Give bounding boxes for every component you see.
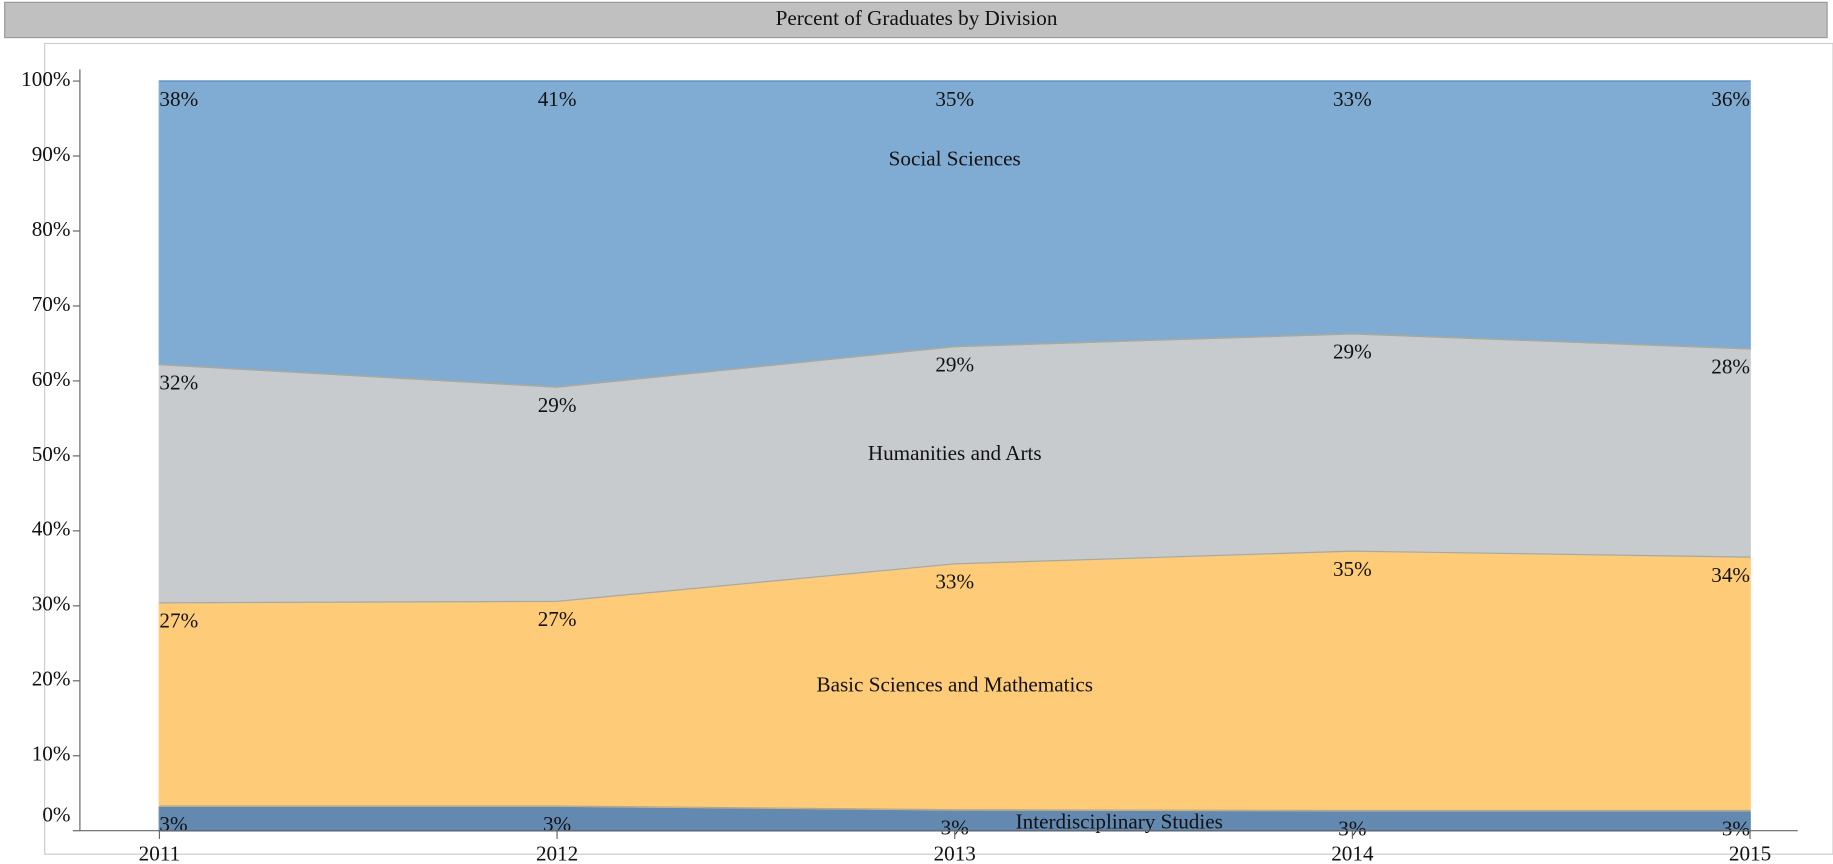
- data-label: 27%: [159, 609, 198, 633]
- x-tick-label: 2013: [934, 841, 976, 864]
- data-label: 35%: [935, 87, 974, 111]
- data-label: 3%: [1722, 816, 1750, 840]
- data-label: 29%: [935, 352, 974, 376]
- chart-body: Percent of Graduates by Division 3% 3% 3% 3…: [4, 1, 1833, 864]
- data-label: 3%: [159, 812, 187, 836]
- title-bar: [4, 1, 1828, 39]
- y-tick-label: 0%: [42, 802, 70, 826]
- y-tick-label: 100%: [21, 67, 70, 91]
- y-tick-label: 60%: [32, 367, 71, 391]
- data-label: 41%: [538, 87, 577, 111]
- data-label: 32%: [159, 370, 198, 394]
- series-label: Humanities and Arts: [868, 441, 1042, 465]
- data-label: 29%: [538, 393, 577, 417]
- data-label: 38%: [159, 87, 198, 111]
- data-label: 27%: [538, 607, 577, 631]
- y-tick-label: 80%: [32, 217, 71, 241]
- data-label: 28%: [1711, 355, 1750, 379]
- y-tick-label: 10%: [32, 742, 71, 766]
- data-label: 29%: [1333, 340, 1372, 364]
- data-label: 34%: [1711, 563, 1750, 587]
- area-edge: [159, 805, 1751, 812]
- series-label: Basic Sciences and Mathematics: [816, 673, 1093, 697]
- y-tick-label: 40%: [32, 517, 71, 541]
- area-edge: [159, 333, 1751, 388]
- series-label: Social Sciences: [889, 147, 1021, 171]
- area-edge: [159, 550, 1751, 604]
- x-tick-label: 2015: [1729, 841, 1771, 864]
- y-tick-label: 20%: [32, 667, 71, 691]
- series-label: Interdisciplinary Studies: [1016, 810, 1223, 834]
- y-tick-label: 90%: [32, 142, 71, 166]
- data-label: 35%: [1333, 557, 1372, 581]
- x-tick-label: 2012: [536, 841, 578, 864]
- y-tick-label: 50%: [32, 442, 71, 466]
- x-tick-label: 2014: [1331, 841, 1374, 864]
- data-label: 33%: [935, 570, 974, 594]
- chart-title: Percent of Graduates by Division: [776, 6, 1058, 30]
- data-label: 36%: [1711, 87, 1750, 111]
- y-tick-label: 70%: [32, 292, 71, 316]
- y-tick-label: 30%: [32, 592, 71, 616]
- x-tick-label: 2011: [139, 841, 181, 864]
- data-label: 33%: [1333, 87, 1372, 111]
